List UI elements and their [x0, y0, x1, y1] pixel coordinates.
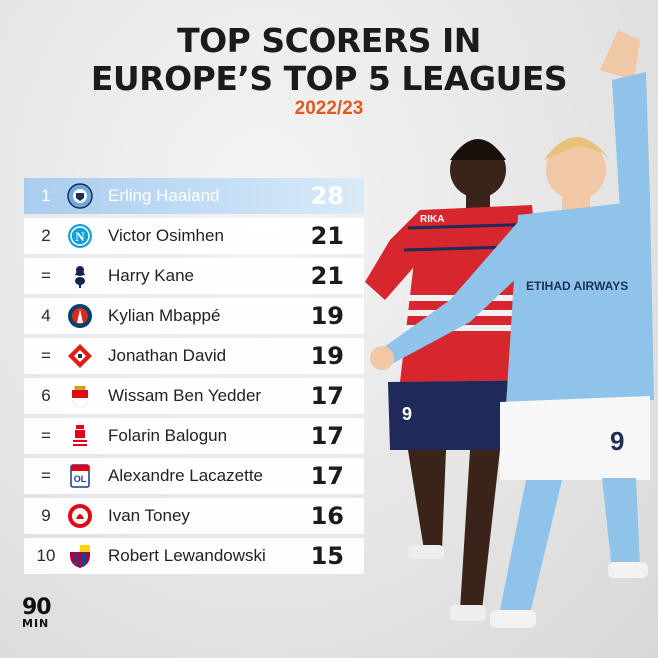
- goals-value: 19: [310, 342, 344, 370]
- rank-label: =: [41, 346, 51, 365]
- page-title: TOP SCORERS IN EUROPE’S TOP 5 LEAGUES: [0, 22, 658, 98]
- player-name: Jonathan David: [108, 346, 227, 365]
- goals-value: 21: [310, 222, 344, 250]
- table-row: = OL Alexandre Lacazette 17: [24, 458, 364, 494]
- table-row: = Harry Kane 21: [24, 258, 364, 294]
- man-city-crest-icon: [67, 183, 93, 209]
- napoli-crest-icon: N: [68, 224, 92, 248]
- player-name: Robert Lewandowski: [108, 546, 266, 565]
- brentford-crest-icon: [68, 504, 92, 528]
- player-name: Victor Osimhen: [108, 226, 224, 245]
- rank-label: 6: [41, 386, 51, 405]
- table-row: = Jonathan David 19: [24, 338, 364, 374]
- goals-value: 17: [310, 422, 344, 450]
- rank-label: =: [41, 266, 51, 285]
- player-name: Harry Kane: [108, 266, 194, 285]
- table-row: 9 Ivan Toney 16: [24, 498, 364, 534]
- goals-value: 15: [310, 542, 344, 570]
- haaland-number-text: 9: [610, 426, 624, 456]
- table-row: 4 Kylian Mbappé 19: [24, 298, 364, 334]
- svg-text:N: N: [75, 229, 85, 244]
- players-artwork: RIKA 9 ETIHAD AIRWAYS 9: [365, 30, 654, 628]
- player-name: Wissam Ben Yedder: [108, 386, 262, 405]
- goals-value: 28: [310, 182, 344, 210]
- reims-crest-icon: [73, 425, 87, 446]
- rank-label: 9: [41, 506, 51, 525]
- barcelona-crest-icon: [70, 545, 90, 568]
- 90min-logo: 90 MIN: [22, 595, 56, 634]
- monaco-crest-icon: [72, 386, 88, 408]
- table-row: 6 Wissam Ben Yedder 17: [24, 378, 364, 414]
- rank-label: =: [41, 426, 51, 445]
- title-line-1: TOP SCORERS IN: [177, 21, 481, 60]
- goals-value: 17: [310, 382, 344, 410]
- lille-crest-icon: [68, 344, 92, 368]
- title-line-2: EUROPE’S TOP 5 LEAGUES: [90, 59, 568, 98]
- david-sponsor-text: RIKA: [420, 214, 444, 225]
- player-name: Ivan Toney: [108, 506, 190, 525]
- tottenham-crest-icon: [75, 266, 85, 288]
- table-row: 2 N Victor Osimhen 21: [24, 218, 364, 254]
- player-name: Kylian Mbappé: [108, 306, 221, 325]
- logo-top-text: 90: [22, 595, 52, 620]
- player-name: Folarin Balogun: [108, 426, 228, 445]
- season-label: 2022/23: [294, 98, 364, 119]
- goals-value: 17: [310, 462, 344, 490]
- table-row: 10 Robert Lewandowski 15: [24, 538, 364, 574]
- player-name: Alexandre Lacazette: [108, 466, 263, 485]
- rank-label: 10: [36, 546, 56, 565]
- david-number-text: 9: [402, 404, 412, 424]
- scorers-table: 1 Erling Haaland 28 2 N Victor Osimhen 2…: [24, 178, 364, 578]
- goals-value: 19: [310, 302, 344, 330]
- goals-value: 16: [310, 502, 344, 530]
- svg-text:OL: OL: [74, 474, 87, 484]
- goals-value: 21: [310, 262, 344, 290]
- erling-haaland-figure: ETIHAD AIRWAYS 9: [370, 30, 654, 628]
- haaland-sponsor-text: ETIHAD AIRWAYS: [526, 279, 628, 293]
- player-name: Erling Haaland: [108, 186, 220, 205]
- rank-label: =: [41, 466, 51, 485]
- rank-label: 1: [41, 186, 51, 205]
- rank-label: 2: [41, 226, 51, 245]
- lyon-crest-icon: OL: [70, 464, 90, 488]
- rank-label: 4: [41, 306, 51, 325]
- logo-bottom-text: MIN: [22, 617, 50, 630]
- psg-crest-icon: [68, 304, 92, 328]
- table-row: = Folarin Balogun 17: [24, 418, 364, 454]
- table-row: 1 Erling Haaland 28: [24, 178, 364, 214]
